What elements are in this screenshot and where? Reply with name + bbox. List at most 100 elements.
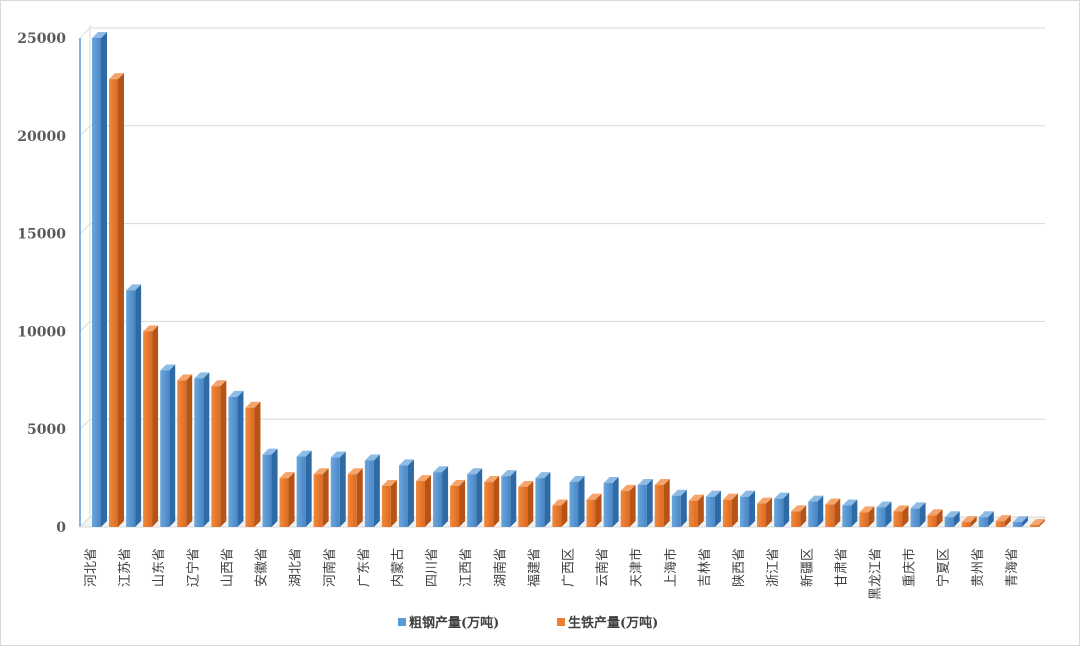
legend: 粗钢产量(万吨) 生铁产量(万吨) — [398, 615, 658, 631]
bar-crude-steel — [603, 476, 619, 527]
bar-front — [211, 386, 221, 527]
bar-top — [791, 505, 807, 512]
bar-top — [688, 494, 704, 501]
y-tick-labels: 0 5000 10000 15000 20000 25000 — [17, 31, 66, 536]
bar-side — [510, 470, 517, 527]
bar-side — [271, 448, 278, 527]
bar-side — [424, 475, 431, 527]
bar-top — [552, 499, 568, 506]
x-tick-text: 江西省 — [459, 548, 474, 587]
x-tick-label: 陕西省 — [732, 548, 747, 587]
x-tick-label: 河南省 — [322, 548, 338, 587]
bar-top — [978, 511, 994, 518]
bar-crude-steel — [842, 499, 858, 527]
bar-front — [893, 511, 903, 527]
bar-crude-steel — [978, 511, 994, 527]
bar-crude-steel — [433, 466, 449, 527]
bar-front — [1012, 522, 1022, 527]
bar-top — [859, 506, 875, 513]
x-tick-text: 浙江省 — [766, 548, 781, 587]
x-tick-label: 山西省 — [220, 548, 235, 587]
bar-top — [518, 480, 534, 487]
bar-front — [364, 460, 374, 527]
bar-front — [245, 407, 255, 527]
x-tick-label: 贵州省 — [971, 548, 986, 587]
bar-crude-steel — [262, 448, 278, 527]
bar-top — [296, 450, 312, 457]
bar-pig-iron — [518, 480, 534, 527]
bar-front — [450, 485, 460, 527]
bar-side — [442, 466, 449, 527]
bar-pig-iron — [381, 479, 397, 527]
x-tick-text: 云南省 — [595, 548, 611, 587]
bar-side — [629, 484, 636, 527]
bar-top — [842, 499, 858, 506]
x-tick-label: 福建省 — [527, 548, 542, 587]
bar-top — [177, 374, 193, 381]
bar-front — [842, 505, 852, 527]
x-tick-text: 广东省 — [357, 548, 372, 587]
bar-front — [637, 484, 647, 527]
x-tick-text: 天津市 — [629, 548, 645, 587]
x-tick-text: 重庆市 — [902, 548, 918, 587]
x-tick-label: 黑龙江省 — [868, 548, 883, 600]
bar-front — [995, 521, 1005, 527]
bar-crude-steel — [569, 476, 585, 527]
bar-pig-iron — [415, 475, 431, 527]
bar-top — [211, 380, 227, 387]
bar-pig-iron — [722, 493, 738, 527]
x-tick-text: 甘肃省 — [834, 548, 849, 587]
bar-top — [501, 470, 517, 477]
bar-pig-iron — [177, 374, 193, 527]
bar-top — [808, 495, 824, 502]
bar-crude-steel — [637, 478, 653, 527]
bar-front — [552, 505, 562, 527]
bar-pig-iron — [859, 506, 875, 527]
x-tick-text: 吉林省 — [698, 548, 713, 587]
bar-pig-iron — [757, 497, 773, 527]
y-tick-label: 20000 — [17, 129, 66, 145]
x-tick-text: 河南省 — [322, 548, 338, 587]
x-tick-label: 天津市 — [629, 548, 645, 587]
bar-pig-iron — [484, 476, 500, 527]
bar-front — [740, 496, 750, 527]
bar-pig-iron — [450, 479, 466, 527]
bar-front — [398, 465, 408, 527]
bar-front — [177, 380, 187, 527]
bar-side — [595, 493, 602, 527]
bar-side — [527, 480, 534, 527]
bar-top — [995, 515, 1011, 522]
bar-pig-iron — [825, 498, 841, 527]
bar-top — [279, 472, 295, 479]
bar-top — [398, 459, 414, 466]
gridline-depth — [79, 125, 91, 137]
bar-top — [893, 505, 909, 512]
bar-front — [978, 517, 988, 527]
bar-side — [783, 492, 790, 527]
bar-top — [757, 497, 773, 504]
bar-pig-iron — [313, 468, 329, 527]
bar-side — [697, 494, 704, 527]
x-tick-label: 广西区 — [562, 548, 577, 587]
bar-front — [876, 507, 886, 527]
bar-pig-iron — [347, 468, 363, 527]
bar-front — [961, 522, 971, 527]
bar-pig-iron — [927, 509, 943, 527]
bar-top — [143, 325, 159, 332]
bar-front — [109, 79, 118, 528]
x-tick-text: 江苏省 — [117, 548, 133, 587]
bar-top — [262, 448, 278, 455]
bar-pig-iron — [552, 499, 568, 527]
x-tick-text: 河北省 — [84, 548, 99, 587]
x-tick-labels: 河北省 江苏省 山东省 辽宁省 山西省 安徽省 湖北省 河南省 广东省 内蒙古 四川省 江西省 湖南省 福… — [84, 548, 1020, 600]
bar-side — [459, 479, 466, 527]
bar-side — [851, 499, 858, 527]
x-tick-label: 青海省 — [1005, 548, 1020, 587]
bar-pig-iron — [109, 73, 124, 528]
bar-side — [800, 505, 807, 527]
bar-front — [194, 378, 204, 527]
bar-front — [757, 503, 767, 527]
bar-front — [654, 484, 664, 527]
bar-pig-iron — [791, 505, 807, 527]
bar-top — [381, 479, 397, 486]
